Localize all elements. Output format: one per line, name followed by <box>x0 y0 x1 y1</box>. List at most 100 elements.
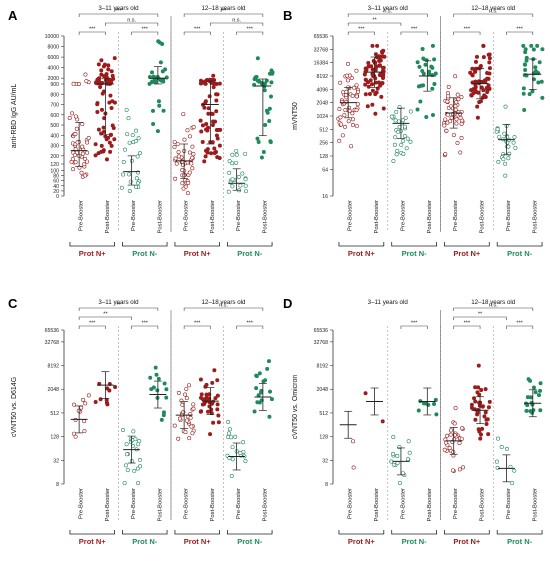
y-tick-label: 500 <box>50 123 59 129</box>
panel-D: D 8 32 128 512 2048 8192 32768 65536 cVNT50 vs. O… <box>283 296 543 546</box>
y-tick-label: 128 <box>319 154 328 160</box>
group-label: Prot N+ <box>79 249 107 258</box>
group-bracket <box>391 530 437 535</box>
data-point <box>82 429 87 434</box>
data-point <box>392 142 397 147</box>
data-point <box>238 451 243 456</box>
data-point <box>112 137 117 142</box>
data-point <box>236 175 241 180</box>
data-point <box>344 73 349 78</box>
group-bracket <box>338 530 385 535</box>
data-point <box>480 404 485 409</box>
data-point <box>154 372 159 377</box>
data-point <box>453 74 458 79</box>
data-point <box>427 69 432 74</box>
data-point <box>373 76 378 81</box>
data-point <box>453 104 458 109</box>
data-point <box>382 54 387 59</box>
age-group-label: 12–18 years old <box>471 299 516 306</box>
data-point <box>448 428 453 433</box>
data-point <box>338 115 343 120</box>
y-tick-label: 2048 <box>316 387 328 393</box>
data-point <box>513 145 518 150</box>
data-point <box>164 387 169 392</box>
data-point <box>475 115 480 120</box>
data-point <box>212 151 217 156</box>
data-point <box>188 415 193 420</box>
significance-bracket <box>210 22 264 26</box>
data-point <box>191 406 196 411</box>
data-point <box>185 191 190 196</box>
data-point <box>182 137 187 142</box>
y-tick-label: 40 <box>53 184 59 190</box>
data-point <box>217 143 222 148</box>
group-bracket <box>122 530 168 535</box>
y-tick-label: 900 <box>50 82 59 88</box>
y-tick-label: 600 <box>50 113 59 119</box>
x-category-label: Post-Booster <box>532 488 538 522</box>
data-point <box>444 128 449 133</box>
data-point <box>104 157 109 162</box>
data-point <box>457 467 462 472</box>
data-point <box>370 43 375 48</box>
data-point <box>483 387 488 392</box>
data-point <box>529 43 534 48</box>
data-point <box>540 95 545 100</box>
data-point <box>495 127 500 132</box>
data-point <box>80 151 85 156</box>
data-point <box>109 80 114 85</box>
data-point <box>124 107 129 112</box>
data-point <box>93 153 98 158</box>
data-point <box>429 64 434 69</box>
data-point <box>161 108 166 113</box>
significance-bracket <box>453 307 534 311</box>
data-point <box>190 144 195 149</box>
x-category-label: Post-Booster <box>480 200 486 234</box>
data-point <box>261 150 266 155</box>
y-tick-label: 300 <box>50 144 59 150</box>
data-point <box>537 393 542 398</box>
y-tick-label: 100 <box>50 168 59 174</box>
data-point <box>446 84 451 89</box>
group-bracket <box>122 242 168 247</box>
data-point <box>448 432 453 437</box>
y-tick-label: 800 <box>50 92 59 98</box>
data-point <box>393 135 398 140</box>
data-point <box>504 446 509 451</box>
data-point <box>268 140 273 145</box>
significance-bracket <box>506 325 534 329</box>
data-point <box>176 390 181 395</box>
data-point <box>70 111 75 116</box>
data-point <box>486 432 491 437</box>
data-point <box>209 151 214 156</box>
data-point <box>226 189 231 194</box>
data-point <box>418 99 423 104</box>
data-point <box>104 75 109 80</box>
significance-bracket <box>78 31 106 35</box>
significance-bracket <box>400 31 428 35</box>
data-point <box>127 172 132 177</box>
data-point <box>476 427 481 432</box>
data-point <box>512 135 517 140</box>
data-point <box>86 135 91 140</box>
data-point <box>83 401 88 406</box>
data-point <box>149 387 154 392</box>
data-point <box>475 104 480 109</box>
data-point <box>101 148 106 153</box>
significance-label: *** <box>142 321 149 327</box>
data-point <box>433 397 438 402</box>
data-point <box>172 140 177 145</box>
significance-label: n.s. <box>127 18 136 24</box>
data-point <box>485 76 490 81</box>
data-point <box>432 57 437 62</box>
panel-B: B 16 64 128 256 512 1024 2048 4096 8192 16384 32768… <box>283 5 545 258</box>
data-point <box>501 157 506 162</box>
x-category-label: Pre-Booster <box>131 200 137 231</box>
x-category-label: Post-Booster <box>157 200 163 234</box>
data-point <box>204 395 209 400</box>
data-point <box>477 392 482 397</box>
data-point <box>84 79 89 84</box>
data-point <box>526 377 531 382</box>
data-point <box>254 74 259 79</box>
